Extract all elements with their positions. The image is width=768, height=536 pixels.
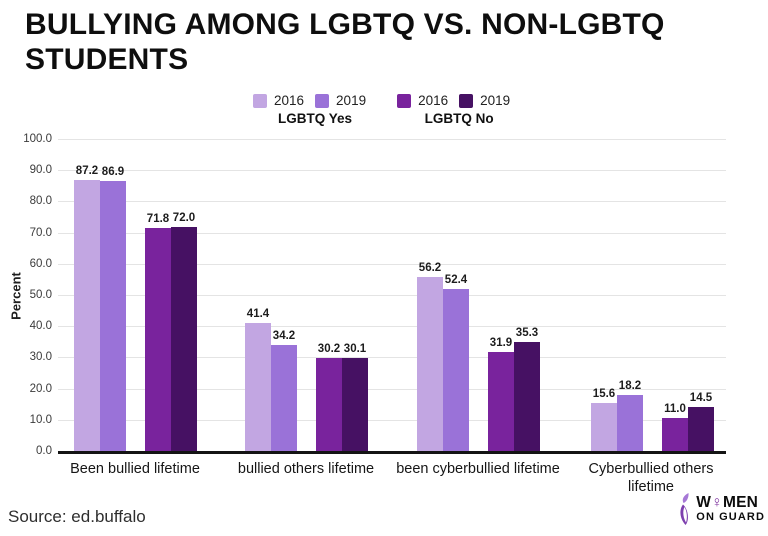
bar-value-label: 11.0: [664, 402, 686, 415]
bar-value-label: 30.2: [317, 342, 341, 355]
brand-logo: W♀MEN ON GUARD: [678, 492, 765, 526]
y-tick-label: 20.0: [29, 382, 52, 395]
legend-swatch: [315, 93, 330, 108]
y-tick-label: 80.0: [29, 195, 52, 208]
bar-value-label: 52.4: [444, 273, 468, 286]
female-symbol-icon: ♀: [711, 493, 723, 511]
gridline: [58, 357, 726, 359]
bar: [145, 227, 171, 452]
gridline: [58, 326, 726, 328]
page-title: BULLYING AMONG LGBTQ VS. NON-LGBTQ STUDE…: [25, 8, 665, 76]
legend-group-label: LGBTQ Yes: [278, 111, 353, 126]
bar-value-label: 18.2: [618, 380, 642, 393]
y-axis-ticks: 0.0 10.0 20.0 30.0 40.0 50.0 60.0 70.0 80.0 90.0 1…: [0, 133, 52, 457]
bar: [617, 395, 643, 452]
y-tick-label: 70.0: [29, 226, 52, 239]
bar: [662, 417, 688, 452]
bar: [443, 288, 469, 452]
x-category-label: bullied others lifetime: [237, 461, 375, 477]
gridline: [58, 232, 726, 234]
legend-year-label: 2016: [274, 93, 305, 108]
bar: [100, 180, 126, 452]
x-axis-line: [58, 451, 726, 454]
legend-swatch: [459, 93, 474, 108]
brand-name: W♀MEN: [696, 493, 759, 511]
y-tick-label: 90.0: [29, 164, 52, 177]
x-category-label: Cyberbullied others lifetime: [588, 461, 714, 495]
bar: [688, 406, 714, 452]
legend-swatch: [397, 93, 412, 108]
bar-value-label: 30.1: [343, 343, 367, 356]
y-tick-label: 100.0: [23, 133, 52, 145]
source-text: Source: ed.buffalo: [8, 507, 146, 526]
legend-swatch: [253, 93, 267, 108]
gridline: [58, 170, 726, 172]
bar: [74, 179, 100, 452]
x-category-label: been cyberbullied lifetime: [396, 461, 560, 477]
y-tick-label: 10.0: [29, 413, 52, 426]
bar-value-label: 72.0: [172, 212, 196, 225]
bar: [417, 276, 443, 452]
bar-value-label: 35.3: [515, 326, 539, 339]
x-axis-labels: Been bullied lifetime bullied others life…: [58, 461, 726, 501]
bar-value-label: 71.8: [146, 212, 170, 225]
y-tick-label: 60.0: [29, 257, 52, 270]
bar: [171, 227, 197, 452]
bar-value-label: 15.6: [592, 388, 616, 401]
bar-value-label: 34.2: [272, 330, 296, 343]
legend-year-label: 2019: [480, 93, 511, 108]
y-tick-label: 50.0: [29, 289, 52, 301]
woman-figure-icon: [680, 493, 689, 525]
gridline: [58, 388, 726, 390]
bar-value-label: 41.4: [246, 307, 270, 320]
legend-year-label: 2016: [418, 93, 449, 108]
bar-value-label: 86.9: [101, 165, 125, 178]
legend-group: 2016 2019 LGBTQ Yes: [253, 93, 377, 126]
gridline: [58, 419, 726, 421]
gridline: [58, 295, 726, 296]
x-category-label: Been bullied lifetime: [70, 461, 200, 477]
bar-value-label: 14.5: [689, 391, 713, 404]
brand-logo-text: W♀MEN ON GUARD: [696, 493, 765, 524]
gridline: [58, 139, 726, 140]
bar-value-label: 87.2: [75, 164, 99, 177]
y-tick-label: 0.0: [36, 445, 52, 457]
bar: [591, 403, 617, 452]
bar: [316, 357, 342, 452]
bar: [514, 341, 540, 452]
bar: [342, 358, 368, 452]
bar: [488, 352, 514, 452]
bar-value-label: 56.2: [418, 261, 442, 274]
legend-group-label: LGBTQ No: [424, 111, 494, 126]
legend-row: 2016 2019: [397, 93, 521, 108]
legend-group: 2016 2019 LGBTQ No: [397, 93, 521, 126]
brand-tagline: ON GUARD: [696, 510, 765, 523]
bar: [271, 345, 297, 452]
y-tick-label: 40.0: [29, 320, 52, 333]
chart-legend: 2016 2019 LGBTQ Yes 2016 2019 LGBTQ No: [253, 93, 521, 126]
gridline: [58, 201, 726, 203]
gridline: [58, 263, 726, 265]
bar-value-label: 31.9: [489, 337, 513, 350]
plot-area: 87.2 41.4 56.2 15.6 86.9 34.2 52.4 18.2 71.8 30.2…: [58, 139, 726, 454]
legend-row: 2016 2019: [253, 93, 377, 108]
y-tick-label: 30.0: [29, 351, 52, 364]
legend-year-label: 2019: [336, 93, 367, 108]
bar: [245, 322, 271, 452]
